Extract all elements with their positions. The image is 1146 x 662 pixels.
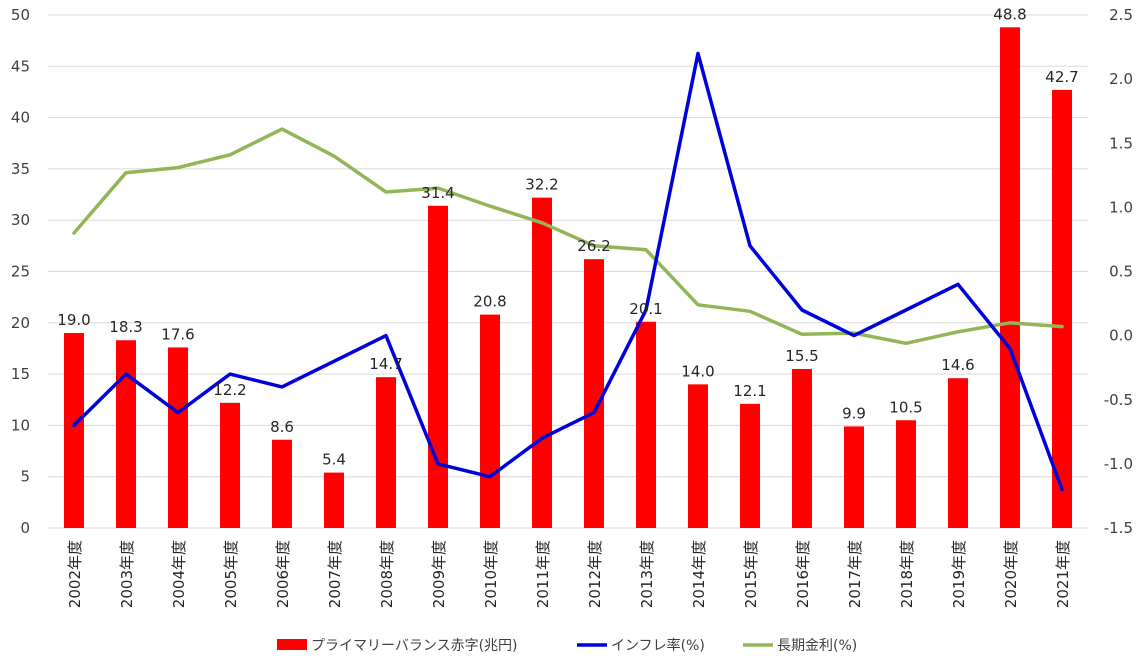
- bar-2005年度: [220, 402, 240, 528]
- right-y-axis: -1.5 -1.0 -0.5 0.0 0.5 1.0 1.5 2.0 2.5: [1104, 6, 1133, 537]
- bar-data-label: 48.8: [993, 5, 1026, 23]
- left-axis-tick-label: 45: [11, 57, 30, 75]
- right-axis-tick-label: -1.5: [1104, 519, 1133, 537]
- bar-data-label: 14.7: [369, 355, 402, 373]
- x-axis-category-label: 2015年度: [742, 540, 760, 608]
- x-axis-category-label: 2007年度: [326, 540, 344, 608]
- bar-data-label: 18.3: [109, 318, 142, 336]
- bar-2002年度: [64, 333, 84, 528]
- x-axis-category-label: 2019年度: [950, 540, 968, 608]
- right-axis-tick-label: 0.0: [1109, 327, 1133, 345]
- bar-2018年度: [896, 420, 916, 528]
- x-axis-category-label: 2017年度: [846, 540, 864, 608]
- legend-label-inflation: インフレ率(%): [611, 637, 705, 654]
- bar-2006年度: [272, 439, 292, 528]
- left-axis-tick-label: 0: [20, 519, 30, 537]
- bar-2004年度: [168, 347, 188, 528]
- gridlines: [48, 14, 1088, 529]
- bar-2009年度: [428, 205, 448, 528]
- left-axis-tick-label: 40: [11, 109, 30, 127]
- legend-swatch-primary-balance: [277, 639, 307, 650]
- bar-2015年度: [740, 403, 760, 528]
- bar-data-label: 42.7: [1045, 68, 1078, 86]
- right-axis-tick-label: 1.5: [1109, 134, 1133, 152]
- x-axis-category-label: 2011年度: [534, 540, 552, 608]
- bar-data-label: 32.2: [525, 176, 558, 194]
- bar-2017年度: [844, 426, 864, 528]
- x-axis-category-label: 2004年度: [170, 540, 188, 608]
- x-axis-category-label: 2009年度: [430, 540, 448, 608]
- bar-2016年度: [792, 368, 812, 528]
- bar-2014年度: [688, 384, 708, 528]
- bar-data-label: 10.5: [889, 398, 922, 416]
- x-axis-category-label: 2005年度: [222, 540, 240, 608]
- bar-data-label: 12.2: [213, 381, 246, 399]
- bar-2011年度: [532, 197, 552, 529]
- x-axis-category-label: 2008年度: [378, 540, 396, 608]
- left-axis-tick-label: 5: [20, 468, 30, 486]
- legend-label-long-term-rate: 長期金利(%): [777, 638, 857, 654]
- bar-data-label: 14.6: [941, 356, 974, 374]
- bar-data-label: 31.4: [421, 184, 454, 202]
- left-axis-tick-label: 35: [11, 160, 30, 178]
- bar-2010年度: [480, 314, 500, 528]
- bar-data-label: 8.6: [270, 418, 294, 436]
- bar-2007年度: [324, 472, 344, 528]
- x-axis-category-label: 2013年度: [638, 540, 656, 608]
- left-axis-tick-label: 25: [11, 263, 30, 281]
- inflation-line: [72, 51, 1064, 492]
- x-axis-category-label: 2006年度: [274, 540, 292, 608]
- left-axis-tick-label: 50: [11, 6, 30, 24]
- left-axis-tick-label: 10: [11, 416, 30, 434]
- x-axis-category-label: 2018年度: [898, 540, 916, 608]
- right-axis-tick-label: -0.5: [1104, 391, 1133, 409]
- x-axis-category-label: 2003年度: [118, 540, 136, 608]
- bar-data-labels: 19.0 18.3 17.6 12.2 8.6 5.4 14.7 31.4 20.8 32.2 26…: [57, 5, 1078, 468]
- right-axis-tick-label: 0.5: [1109, 263, 1133, 281]
- bar-data-label: 5.4: [322, 451, 346, 469]
- bar-data-label: 20.8: [473, 293, 506, 311]
- left-axis-tick-label: 20: [11, 314, 30, 332]
- right-axis-tick-label: 2.5: [1109, 6, 1133, 24]
- bar-data-label: 17.6: [161, 325, 194, 343]
- x-axis-category-label: 2010年度: [482, 540, 500, 608]
- bar-2020年度: [1000, 27, 1020, 528]
- bar-2019年度: [948, 378, 968, 528]
- bar-data-label: 20.1: [629, 300, 662, 318]
- x-axis-labels: 2002年度 2003年度 2004年度 2005年度 2006年度 2007年度 2008…: [66, 540, 1072, 608]
- right-axis-tick-label: -1.0: [1104, 455, 1133, 473]
- line-series: [72, 51, 1064, 492]
- left-axis-tick-label: 30: [11, 211, 30, 229]
- bar-2021年度: [1052, 89, 1072, 528]
- legend: プライマリーバランス赤字(兆円) インフレ率(%) 長期金利(%): [277, 637, 857, 654]
- bar-data-label: 12.1: [733, 382, 766, 400]
- bar-data-label: 19.0: [57, 311, 90, 329]
- x-axis-category-label: 2016年度: [794, 540, 812, 608]
- right-axis-tick-label: 2.0: [1109, 70, 1133, 88]
- bar-2013年度: [636, 321, 656, 528]
- bar-series: [64, 27, 1072, 529]
- left-axis-tick-label: 15: [11, 365, 30, 383]
- bar-2003年度: [116, 340, 136, 528]
- left-y-axis: 0 5 10 15 20 25 30 35 40 45 50: [11, 6, 30, 537]
- x-axis-category-label: 2020年度: [1002, 540, 1020, 608]
- bar-data-label: 15.5: [785, 347, 818, 365]
- bar-data-label: 26.2: [577, 237, 610, 255]
- bar-data-label: 9.9: [842, 404, 866, 422]
- x-axis-category-label: 2002年度: [66, 540, 84, 608]
- x-axis-category-label: 2014年度: [690, 540, 708, 608]
- bar-data-label: 14.0: [681, 362, 714, 380]
- bar-2012年度: [584, 259, 604, 528]
- x-axis-category-label: 2012年度: [586, 540, 604, 608]
- long-term-rate-line: [72, 127, 1064, 346]
- legend-label-primary-balance: プライマリーバランス赤字(兆円): [311, 638, 518, 654]
- x-axis-category-label: 2021年度: [1054, 540, 1072, 608]
- right-axis-tick-label: 1.0: [1109, 198, 1133, 216]
- bar-2008年度: [376, 377, 396, 528]
